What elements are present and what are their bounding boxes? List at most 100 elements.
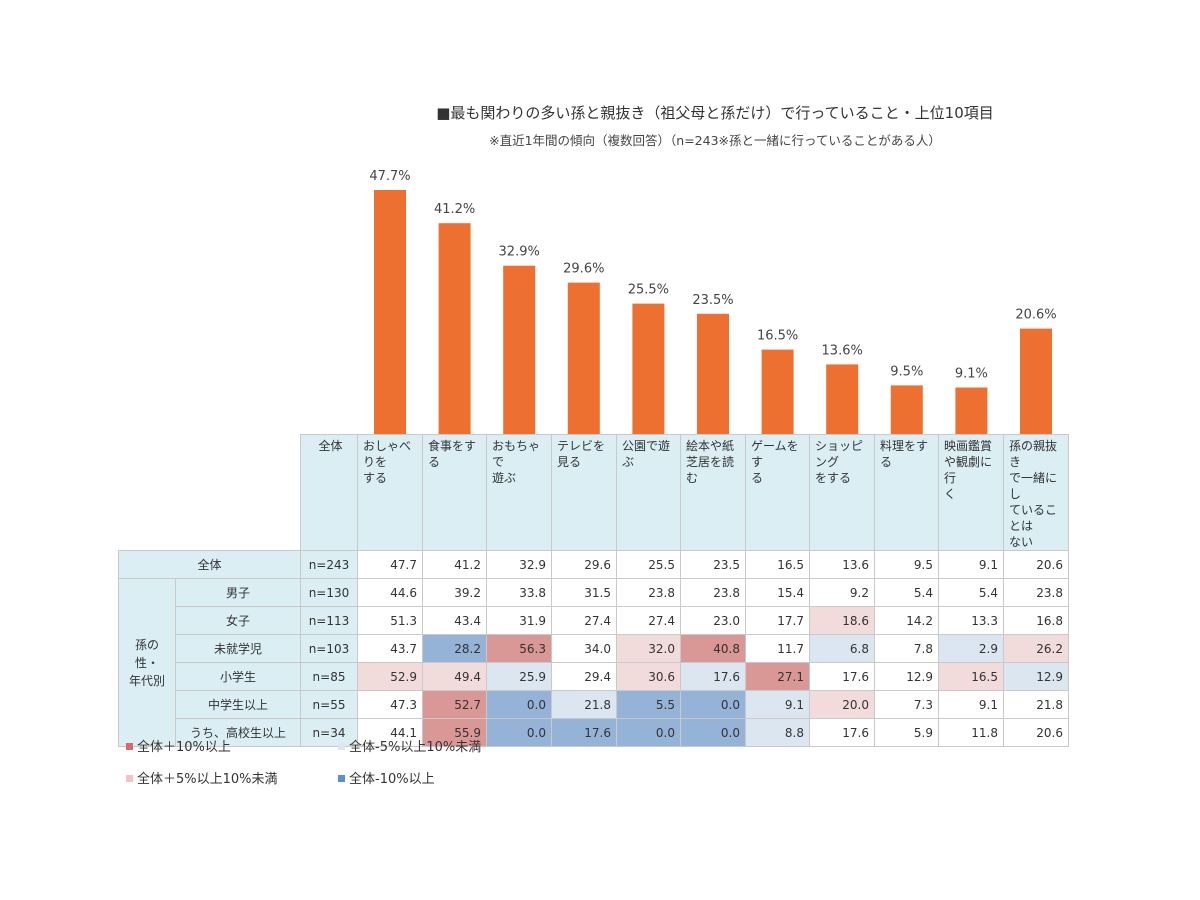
bar-1 (374, 190, 406, 434)
table-cell: 18.6 (809, 606, 875, 635)
legend-label: 全体-10%以上 (349, 772, 435, 787)
table-cell: 7.8 (874, 634, 939, 663)
column-header-line: く (944, 487, 957, 501)
table-row: 全体 n=243 47.7 41.2 32.9 29.6 25.5 23.5 16.5 13.6 9… (118, 550, 1069, 579)
table-cell: 32.0 (616, 634, 681, 663)
row-label: 未就学児 (175, 634, 301, 663)
column-header-line: ない (1009, 535, 1034, 549)
table-cell: 34.0 (551, 634, 617, 663)
table-cell: 20.0 (809, 690, 875, 719)
table-cell: 30.6 (616, 662, 681, 691)
table-cell: 23.5 (680, 550, 746, 579)
column-header-11: 孫の親抜き で一緒にし ていることは ない (1003, 434, 1069, 551)
bar-value-label: 41.2% (434, 202, 475, 217)
column-header-line: 芝居を読む (686, 455, 735, 485)
column-header-line: ていることは (1009, 503, 1058, 533)
legend-item: 全体-5%以上10%未満 (338, 736, 481, 755)
table-cell: 17.6 (809, 662, 875, 691)
table-cell: 52.7 (422, 690, 487, 719)
table-cell: 5.4 (938, 578, 1004, 607)
group-label-line: 孫の性・ (134, 637, 159, 670)
crosstab-table: 全体 おしゃべりを する 食事をする おもちゃで 遊ぶ テレビを見る 公園で遊ぶ 絵本や紙 芝居を… (118, 434, 1069, 747)
column-header-line: おもちゃで (492, 439, 541, 469)
table-cell: 29.6 (551, 550, 617, 579)
table-cell: 43.4 (422, 606, 487, 635)
table-cell: 17.6 (809, 718, 875, 747)
table-cell: 12.9 (1003, 662, 1069, 691)
table-cell: 27.4 (551, 606, 617, 635)
legend-label: 全体＋10%以上 (137, 740, 231, 755)
table-cell: 13.6 (809, 550, 875, 579)
table-cell: 52.9 (357, 662, 423, 691)
table-row: うち、高校生以上 n=34 44.1 55.9 0.0 17.6 0.0 0.0 8.8 17.6… (119, 718, 1069, 747)
table-cell: 2.9 (938, 634, 1004, 663)
table-cell: 11.7 (745, 634, 810, 663)
column-header-line: ゲームをす (751, 439, 799, 469)
bar-value-label: 20.6% (1015, 308, 1056, 323)
table-cell: 17.6 (680, 662, 746, 691)
table-row: 未就学児 n=103 43.7 28.2 56.3 34.0 32.0 40.8 11.7 6.8… (119, 634, 1069, 663)
group-label-line: 年代別 (128, 673, 165, 688)
table-cell: 47.3 (357, 690, 423, 719)
table-cell: 6.8 (809, 634, 875, 663)
bar-value-label: 32.9% (499, 245, 540, 260)
bar-4 (567, 282, 600, 434)
table-row: 孫の性・ 年代別 男子 n=130 44.6 39.2 33.8 31.5 23.8 23.8 15… (118, 578, 1069, 747)
column-header-line: 料理をする (880, 439, 929, 469)
legend-swatch (126, 743, 133, 750)
column-header-1: おしゃべりを する (357, 434, 423, 551)
legend-swatch (338, 775, 345, 782)
table-cell: 26.2 (1003, 634, 1069, 663)
row-n: n=55 (300, 690, 358, 719)
table-cell: 9.1 (938, 690, 1004, 719)
bar-9 (890, 385, 923, 434)
legend-label: 全体＋5%以上10%未満 (137, 772, 278, 787)
column-header-line: 絵本や紙 (686, 439, 735, 453)
bar-value-label: 13.6% (822, 343, 863, 358)
table-cell: 5.4 (874, 578, 939, 607)
column-header-line: 食事をする (428, 439, 477, 469)
table-cell: 43.7 (357, 634, 423, 663)
table-row: 中学生以上 n=55 47.3 52.7 0.0 21.8 5.5 0.0 9.1 20.0 7.3… (119, 690, 1069, 719)
table-cell: 0.0 (486, 718, 552, 747)
column-header-line: 公園で遊ぶ (622, 439, 671, 469)
bar-value-label: 29.6% (563, 262, 604, 277)
table-cell: 49.4 (422, 662, 487, 691)
table-cell: 23.8 (616, 578, 681, 607)
legend-label: 全体-5%以上10%未満 (349, 740, 482, 755)
chart-title: ■最も関わりの多い孫と親抜き（祖父母と孫だけ）で行っていること・上位10項目 (436, 104, 994, 122)
column-header-line: テレビを見る (557, 439, 606, 469)
row-label: 中学生以上 (175, 690, 301, 719)
bar-value-label: 16.5% (757, 329, 798, 344)
row-n: n=130 (300, 578, 358, 607)
table-cell: 25.5 (616, 550, 681, 579)
table-cell: 40.8 (680, 634, 746, 663)
table-cell: 0.0 (616, 718, 681, 747)
bar-3 (503, 265, 536, 434)
column-header-line: ショッピング (815, 439, 864, 469)
row-n: n=85 (300, 662, 358, 691)
table-cell: 16.5 (745, 550, 810, 579)
table-cell: 25.9 (486, 662, 552, 691)
table-cell: 9.5 (874, 550, 939, 579)
column-header-line: する (363, 471, 388, 485)
table-cell: 7.3 (874, 690, 939, 719)
table-cell: 5.5 (616, 690, 681, 719)
column-header-4: テレビを見る (551, 434, 617, 551)
bar-value-label: 9.5% (890, 364, 923, 379)
table-cell: 9.1 (745, 690, 810, 719)
row-label: 女子 (175, 606, 301, 635)
group-label: 孫の性・ 年代別 (118, 578, 176, 747)
column-header-line: や観劇に行 (944, 455, 993, 485)
legend-item: 全体＋5%以上10%未満 (126, 768, 278, 787)
table-cell: 51.3 (357, 606, 423, 635)
legend-item: 全体＋10%以上 (126, 736, 231, 755)
bar-chart: 47.7% 41.2% 32.9% 29.6% 25.5% 23.5% 16.5% 13.6%… (369, 169, 1057, 434)
table-cell: 23.0 (680, 606, 746, 635)
table-cell: 14.2 (874, 606, 939, 635)
column-header-line: おしゃべりを (363, 439, 412, 469)
table-row: 女子 n=113 51.3 43.4 31.9 27.4 27.4 23.0 17.7 18.6 1… (119, 606, 1069, 635)
bar-value-label: 9.1% (955, 367, 988, 382)
column-header-line: 遊ぶ (492, 471, 517, 485)
table-cell: 47.7 (357, 550, 423, 579)
